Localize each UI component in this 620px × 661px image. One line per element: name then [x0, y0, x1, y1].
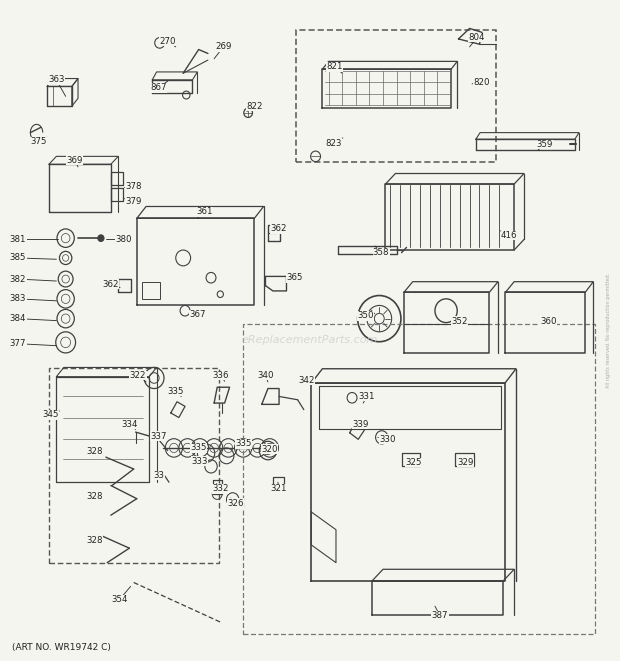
Text: 385: 385 [10, 253, 26, 262]
Text: 820: 820 [474, 78, 490, 87]
Text: 804: 804 [469, 33, 485, 42]
Text: 352: 352 [451, 317, 468, 326]
Text: 340: 340 [257, 371, 273, 380]
Text: 335: 335 [235, 440, 252, 448]
Text: 379: 379 [125, 197, 142, 206]
Text: 383: 383 [10, 294, 26, 303]
Text: 321: 321 [271, 485, 287, 493]
Text: 358: 358 [373, 248, 389, 257]
Text: 350: 350 [357, 311, 374, 321]
Text: 269: 269 [215, 42, 232, 52]
Text: 328: 328 [86, 492, 103, 501]
Text: 375: 375 [31, 137, 47, 146]
Bar [243, 324, 595, 634]
Text: 333: 333 [192, 457, 208, 465]
Text: 387: 387 [432, 611, 448, 620]
Text: eReplacementParts.com: eReplacementParts.com [242, 335, 378, 346]
Text: 320: 320 [262, 445, 278, 453]
Text: 382: 382 [10, 274, 26, 284]
Text: 378: 378 [125, 182, 142, 191]
Text: 337: 337 [150, 432, 167, 440]
Text: 345: 345 [42, 410, 58, 420]
Text: 377: 377 [10, 339, 26, 348]
Text: (ART NO. WR19742 C): (ART NO. WR19742 C) [12, 643, 111, 652]
Text: 325: 325 [405, 458, 422, 467]
Text: All rights reserved. No reproduction permitted.: All rights reserved. No reproduction per… [606, 273, 611, 388]
Text: 33: 33 [154, 471, 164, 480]
Text: 822: 822 [246, 102, 263, 111]
Text: 326: 326 [228, 499, 244, 508]
Text: 329: 329 [458, 458, 474, 467]
Text: 342: 342 [298, 376, 314, 385]
Text: 384: 384 [10, 314, 26, 323]
Text: 332: 332 [212, 485, 229, 493]
Text: 821: 821 [327, 62, 343, 71]
Text: 363: 363 [48, 75, 64, 85]
Text: 328: 328 [86, 536, 103, 545]
Text: 336: 336 [213, 371, 229, 380]
Text: 365: 365 [286, 273, 303, 282]
Text: 330: 330 [379, 435, 396, 444]
Circle shape [98, 235, 104, 241]
Text: 367: 367 [189, 310, 206, 319]
Bar [142, 282, 161, 299]
Text: 339: 339 [353, 420, 369, 429]
Text: 335: 335 [167, 387, 184, 396]
Text: 867: 867 [150, 83, 167, 93]
Text: 369: 369 [67, 156, 83, 165]
Text: 335: 335 [190, 444, 207, 452]
Text: 360: 360 [540, 317, 556, 326]
Text: 381: 381 [10, 235, 26, 244]
Text: 328: 328 [86, 447, 103, 456]
Text: 354: 354 [111, 595, 128, 604]
Text: 331: 331 [358, 392, 375, 401]
Text: 322: 322 [130, 371, 146, 380]
Text: 380: 380 [115, 235, 131, 244]
Text: 361: 361 [197, 208, 213, 216]
Text: 362: 362 [271, 225, 287, 233]
Text: 416: 416 [501, 231, 518, 240]
Text: 823: 823 [326, 139, 342, 147]
Text: 334: 334 [121, 420, 138, 429]
Text: 359: 359 [537, 140, 553, 149]
Text: 270: 270 [159, 37, 176, 46]
Bar [296, 30, 495, 162]
Bar [49, 368, 219, 563]
Text: 362: 362 [102, 280, 119, 289]
